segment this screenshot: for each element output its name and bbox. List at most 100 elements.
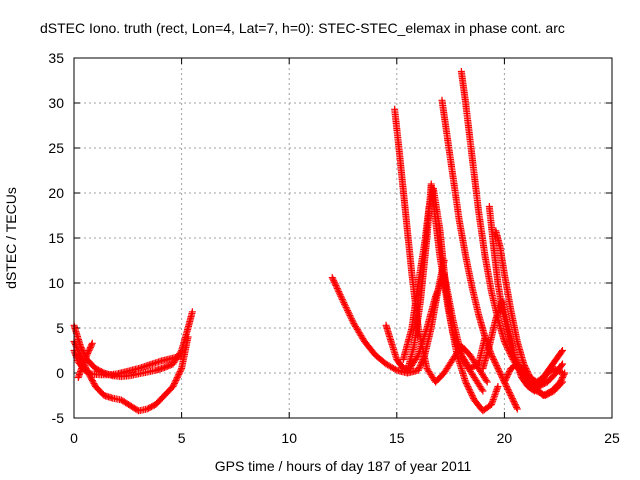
data-point — [479, 387, 487, 395]
x-tick-label: 25 — [604, 430, 620, 446]
data-point — [495, 366, 503, 374]
data-point — [331, 280, 339, 288]
data-point — [461, 359, 469, 366]
data-point — [490, 357, 498, 365]
data-point — [177, 366, 185, 374]
data-point — [88, 339, 96, 347]
data-point — [513, 404, 521, 411]
data-point — [508, 395, 516, 402]
data-point — [333, 283, 341, 291]
data-point — [81, 356, 89, 363]
data-point — [73, 344, 81, 351]
data-point — [336, 291, 344, 299]
data-point — [507, 392, 515, 399]
data-point — [169, 383, 177, 390]
data-point — [344, 307, 352, 315]
data-point — [460, 356, 468, 363]
y-tick-label: 10 — [48, 275, 64, 291]
data-point — [170, 380, 178, 387]
data-point — [503, 372, 511, 380]
data-point — [456, 348, 464, 356]
x-axis-label: GPS time / hours of day 187 of year 2011 — [215, 458, 472, 474]
data-point — [83, 351, 91, 359]
data-point — [560, 371, 568, 378]
x-tick-labels: 0 5 10 15 20 25 — [70, 430, 620, 446]
data-point — [493, 363, 501, 371]
data-point — [73, 355, 81, 363]
data-point — [510, 399, 518, 407]
data-point — [171, 378, 179, 386]
data-point — [88, 341, 96, 349]
data-point — [464, 383, 472, 390]
data-point — [458, 353, 466, 360]
data-point — [509, 396, 517, 404]
data-point — [347, 313, 355, 321]
data-point — [467, 389, 475, 396]
data-point — [337, 292, 345, 300]
data-point — [502, 381, 510, 389]
series-14 — [500, 360, 569, 399]
y-tick-label: 0 — [56, 365, 64, 381]
data-point — [335, 288, 343, 296]
data-point — [329, 275, 337, 283]
data-point — [559, 374, 567, 381]
data-point — [335, 289, 343, 297]
data-point — [328, 274, 336, 282]
plot-frame — [73, 57, 613, 419]
data-point — [344, 308, 352, 316]
x-tick-label: 5 — [178, 430, 186, 446]
data-point — [557, 377, 565, 384]
data-point — [342, 303, 350, 311]
data-point — [333, 285, 341, 293]
data-point — [512, 402, 520, 410]
data-point — [466, 387, 474, 395]
data-point — [508, 393, 516, 401]
y-tick-labels: -5 0 5 10 15 20 25 30 35 — [48, 50, 64, 426]
data-point — [330, 277, 338, 285]
x-tick-label: 10 — [281, 430, 297, 446]
data-point — [172, 377, 180, 384]
data-point — [503, 383, 511, 390]
data-point — [184, 333, 192, 341]
data-point — [457, 350, 465, 357]
data-point — [84, 368, 92, 376]
data-point — [483, 378, 491, 386]
data-point — [482, 377, 490, 384]
y-tick-label: 15 — [48, 230, 64, 246]
data-point — [494, 365, 502, 372]
data-point — [343, 305, 351, 313]
chart-title: dSTEC Iono. truth (rect, Lon=4, Lat=7, h… — [40, 20, 565, 36]
data-point — [391, 365, 399, 373]
data-point — [511, 401, 519, 408]
data-point — [505, 368, 513, 375]
data-point — [176, 368, 184, 375]
y-tick-label: 30 — [48, 95, 64, 111]
data-point — [87, 374, 95, 382]
data-point — [76, 350, 84, 357]
data-point — [433, 288, 441, 296]
data-point — [520, 360, 528, 368]
data-point — [497, 371, 505, 378]
data-point — [347, 315, 355, 323]
data-point — [501, 377, 509, 384]
data-point — [433, 289, 441, 297]
data-point — [503, 384, 511, 392]
data-point — [488, 353, 496, 360]
data-point — [174, 372, 182, 380]
data-point — [413, 353, 421, 360]
data-point — [348, 316, 356, 324]
data-point — [346, 311, 354, 319]
data-point — [500, 378, 508, 386]
data-point — [416, 362, 424, 370]
data-point — [459, 354, 467, 362]
data-point — [496, 369, 504, 377]
data-point — [340, 299, 348, 307]
y-axis-label: dSTEC / TECUs — [3, 187, 19, 289]
y-tick-label: 25 — [48, 140, 64, 156]
series-12 — [492, 227, 567, 386]
data-point — [432, 293, 440, 300]
data-point — [478, 386, 486, 393]
data-point — [339, 297, 347, 305]
y-tick-label: 35 — [48, 50, 64, 66]
data-point — [415, 365, 423, 373]
